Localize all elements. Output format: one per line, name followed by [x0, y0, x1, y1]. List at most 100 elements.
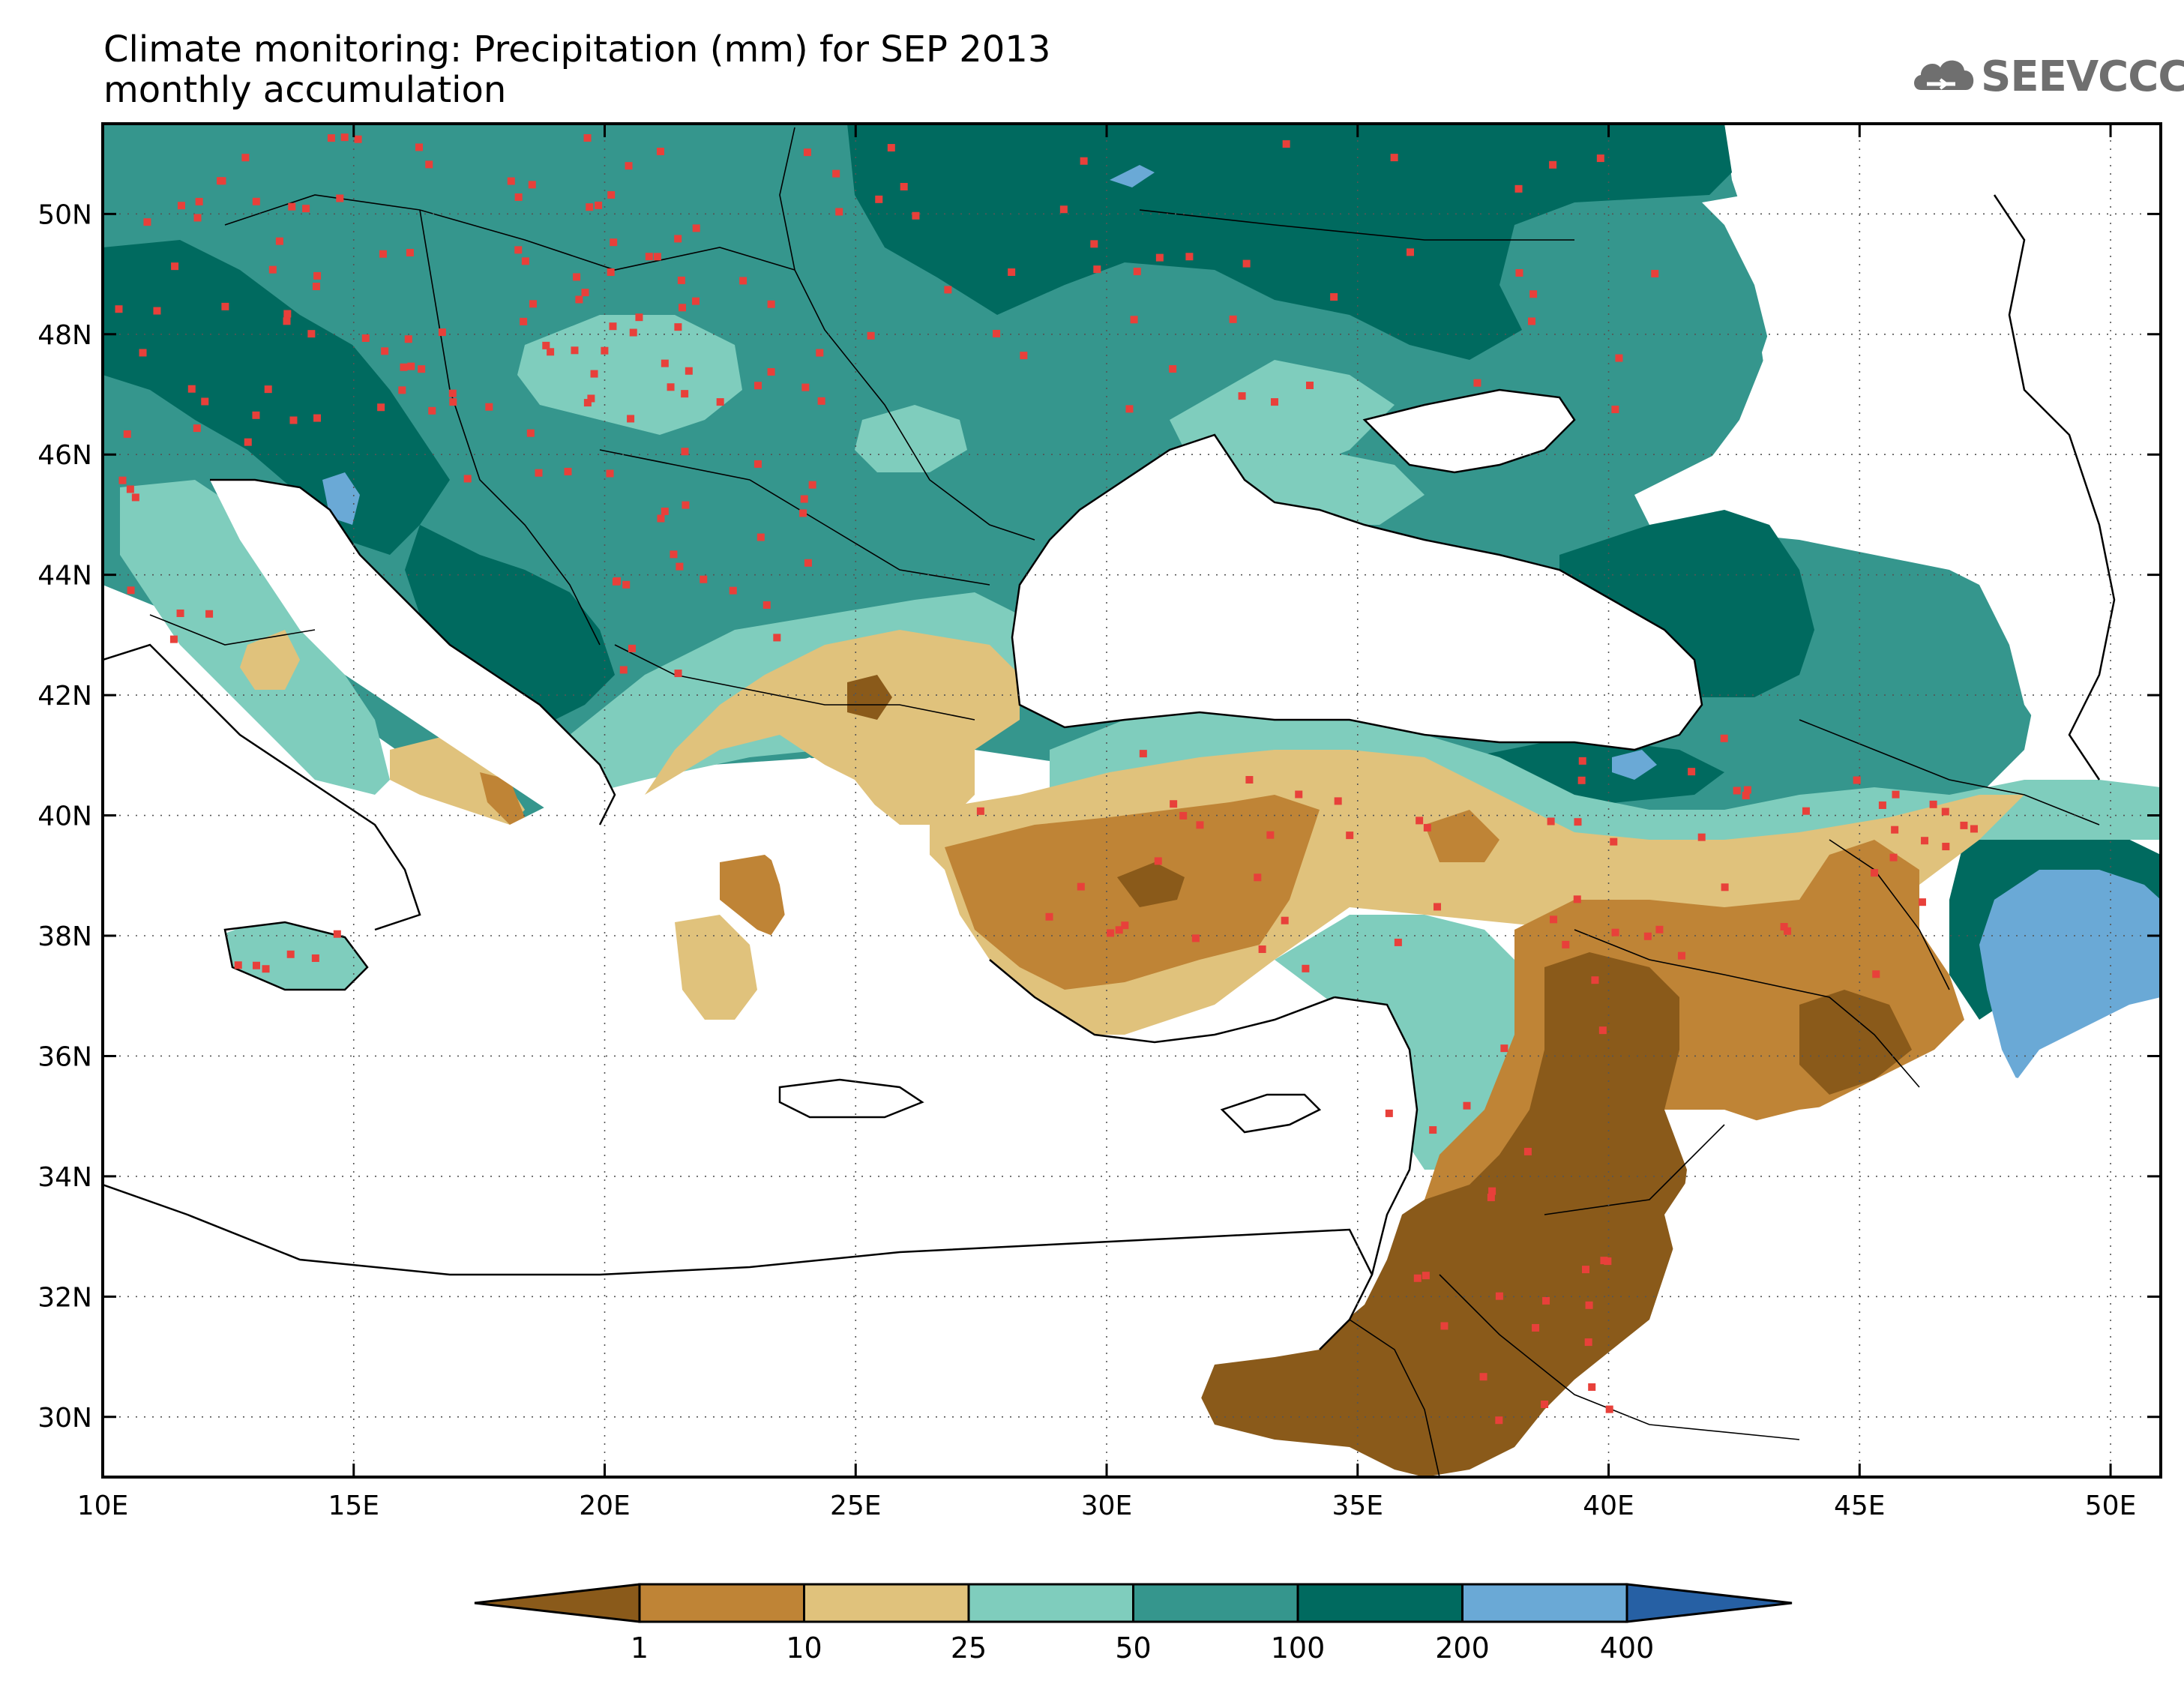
lon-tick-label: 35E	[1332, 1491, 1383, 1521]
station-marker	[692, 224, 700, 232]
station-marker	[1960, 821, 1968, 829]
station-marker	[1532, 1323, 1540, 1332]
station-marker	[1463, 1101, 1471, 1110]
lon-tick-label: 45E	[1834, 1491, 1886, 1521]
station-marker	[275, 237, 283, 245]
field-200-400-iran	[1979, 870, 2161, 1080]
station-marker	[1045, 912, 1053, 921]
colorbar-segment	[1296, 1583, 1463, 1623]
station-marker	[762, 601, 771, 609]
border-line	[1829, 839, 1950, 990]
field-25-50-romania	[855, 405, 967, 472]
station-marker	[1179, 811, 1188, 820]
station-marker	[1473, 379, 1481, 387]
border-line	[1439, 1274, 1800, 1440]
station-marker	[171, 262, 179, 271]
station-marker	[1780, 923, 1788, 931]
station-marker	[415, 143, 424, 151]
station-marker	[1306, 381, 1314, 389]
station-marker	[1878, 801, 1886, 809]
station-marker	[1093, 265, 1101, 274]
station-marker	[526, 429, 535, 437]
station-marker	[607, 190, 616, 199]
station-marker	[514, 193, 523, 201]
station-marker	[1941, 808, 1949, 816]
station-marker	[799, 509, 807, 517]
adriatic-coast	[210, 478, 616, 826]
station-marker	[767, 300, 775, 308]
map-title: Climate monitoring: Precipitation (mm) f…	[103, 28, 1051, 70]
station-marker	[803, 148, 811, 157]
border-line	[1799, 719, 2100, 826]
lat-tick-label: 46N	[37, 440, 92, 471]
station-marker	[1282, 140, 1290, 148]
station-marker	[1611, 928, 1619, 936]
station-marker	[1697, 833, 1706, 841]
caspian-sea-region	[1694, 124, 2161, 780]
western-med	[103, 975, 150, 1050]
station-marker	[661, 507, 669, 515]
field-100-200-balkans	[405, 525, 615, 720]
field-25-50-ukraine	[1170, 360, 1395, 480]
station-marker	[127, 586, 135, 595]
station-marker	[1577, 776, 1586, 784]
station-marker	[1891, 826, 1899, 834]
border-line	[419, 209, 601, 646]
station-marker	[1254, 873, 1262, 882]
station-marker	[398, 386, 406, 394]
lon-tick-label: 10E	[77, 1491, 129, 1521]
black-sea-coast	[1011, 433, 1703, 751]
station-marker	[244, 438, 252, 446]
colorbar-label: 25	[951, 1632, 987, 1665]
station-marker	[573, 273, 581, 281]
station-marker	[1720, 734, 1728, 742]
station-marker	[289, 416, 298, 424]
station-marker	[327, 134, 335, 142]
station-marker	[645, 253, 653, 261]
azov-coast	[1362, 388, 1576, 474]
station-marker	[1121, 921, 1129, 930]
station-marker	[1155, 253, 1164, 262]
station-marker	[1302, 964, 1310, 972]
station-marker	[241, 154, 250, 162]
station-marker	[610, 238, 618, 247]
station-marker	[1495, 1416, 1503, 1425]
station-marker	[1588, 1383, 1596, 1391]
station-marker	[542, 341, 550, 349]
station-marker	[667, 383, 675, 391]
station-marker	[564, 467, 572, 475]
colorbar-right-triangle	[1625, 1583, 1793, 1623]
station-marker	[1574, 818, 1582, 826]
border-line	[614, 644, 975, 721]
station-marker	[1185, 253, 1194, 261]
station-marker	[583, 133, 592, 142]
station-marker	[613, 577, 621, 585]
station-marker	[1605, 1405, 1613, 1413]
station-marker	[252, 411, 260, 419]
lat-tick-label: 48N	[37, 320, 92, 351]
lon-tick-label: 20E	[579, 1491, 631, 1521]
station-marker	[1107, 929, 1115, 937]
station-marker	[1547, 817, 1555, 826]
station-marker	[681, 390, 689, 398]
border-line	[779, 127, 1035, 541]
station-marker	[115, 305, 123, 313]
border-line	[1574, 929, 1920, 1088]
station-marker	[1596, 154, 1604, 163]
station-marker	[587, 394, 595, 403]
lat-tick-label: 40N	[37, 802, 92, 832]
station-marker	[586, 203, 594, 211]
station-marker	[1615, 354, 1623, 362]
lat-tick-label: 38N	[37, 921, 92, 952]
station-marker	[340, 133, 349, 142]
station-marker	[657, 514, 665, 523]
field-below-1-anatolia	[1117, 862, 1185, 907]
station-marker	[674, 670, 682, 678]
station-marker	[581, 289, 589, 297]
station-marker	[867, 331, 875, 340]
station-marker	[535, 469, 543, 477]
station-marker	[1080, 157, 1088, 165]
station-marker	[653, 253, 661, 261]
logo-text: SEEVCCC	[1981, 52, 2184, 101]
station-marker	[1295, 790, 1303, 799]
